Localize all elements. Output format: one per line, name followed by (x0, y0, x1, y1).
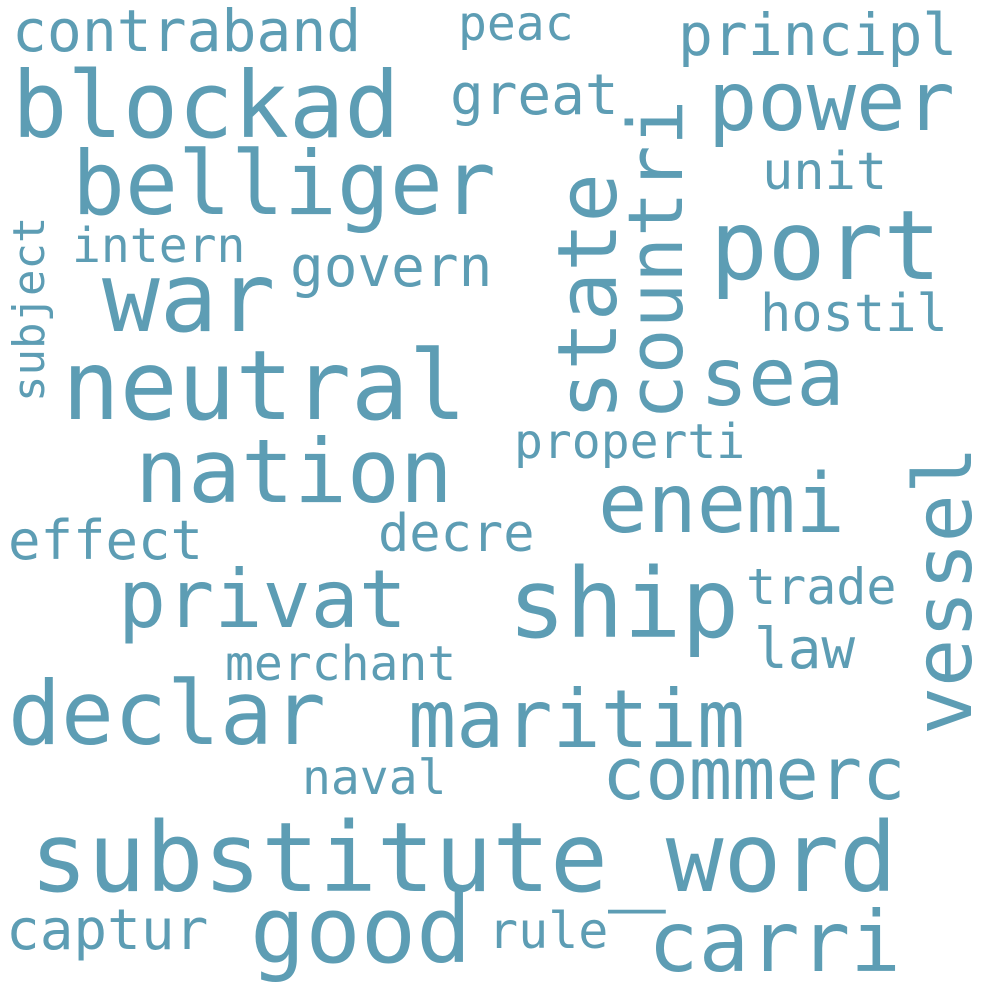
word-ship: ship (508, 548, 740, 660)
word-merchant: merchant (225, 636, 457, 692)
word-decre: decre (378, 504, 535, 564)
word-peac: peac (458, 0, 574, 52)
word-govern: govern (290, 235, 493, 300)
word-war: war (102, 242, 276, 354)
word-belliger: belliger (72, 132, 496, 235)
word-great: great (450, 63, 619, 128)
word-properti: properti (514, 414, 746, 470)
word-substitute-word: substitute_word (30, 802, 897, 914)
word-sea: sea (700, 331, 845, 424)
word-commerc: commerc (602, 732, 906, 816)
word-law: law (754, 617, 856, 682)
word-declar: declar (8, 662, 326, 765)
word-neutral: neutral (62, 330, 467, 442)
word-blockad: blockad (12, 52, 400, 159)
word-captur: captur (6, 898, 209, 963)
word-hostil: hostil (760, 284, 948, 344)
word-principl: principl (678, 1, 958, 69)
word-effect: effect (8, 509, 204, 572)
word-maritim: maritim (408, 673, 746, 766)
word-carri: carri (648, 893, 901, 991)
word-rule: rule (488, 902, 609, 960)
word-power: power (708, 55, 955, 150)
word-contraband: contraband (12, 0, 362, 65)
word-privat: privat (118, 553, 407, 646)
word-vessel: vessel (897, 446, 990, 735)
word-countri: countri (611, 99, 700, 420)
word-subject: subject (4, 216, 55, 402)
word-trade: trade (746, 558, 897, 616)
word-enemi: enemi (598, 457, 845, 552)
word-port: port (710, 190, 942, 302)
word-good: good (250, 877, 472, 984)
word-unit: unit (762, 142, 888, 202)
word-nation: nation (135, 420, 453, 523)
word-naval: naval (302, 750, 447, 806)
word-intern: intern (72, 218, 246, 274)
